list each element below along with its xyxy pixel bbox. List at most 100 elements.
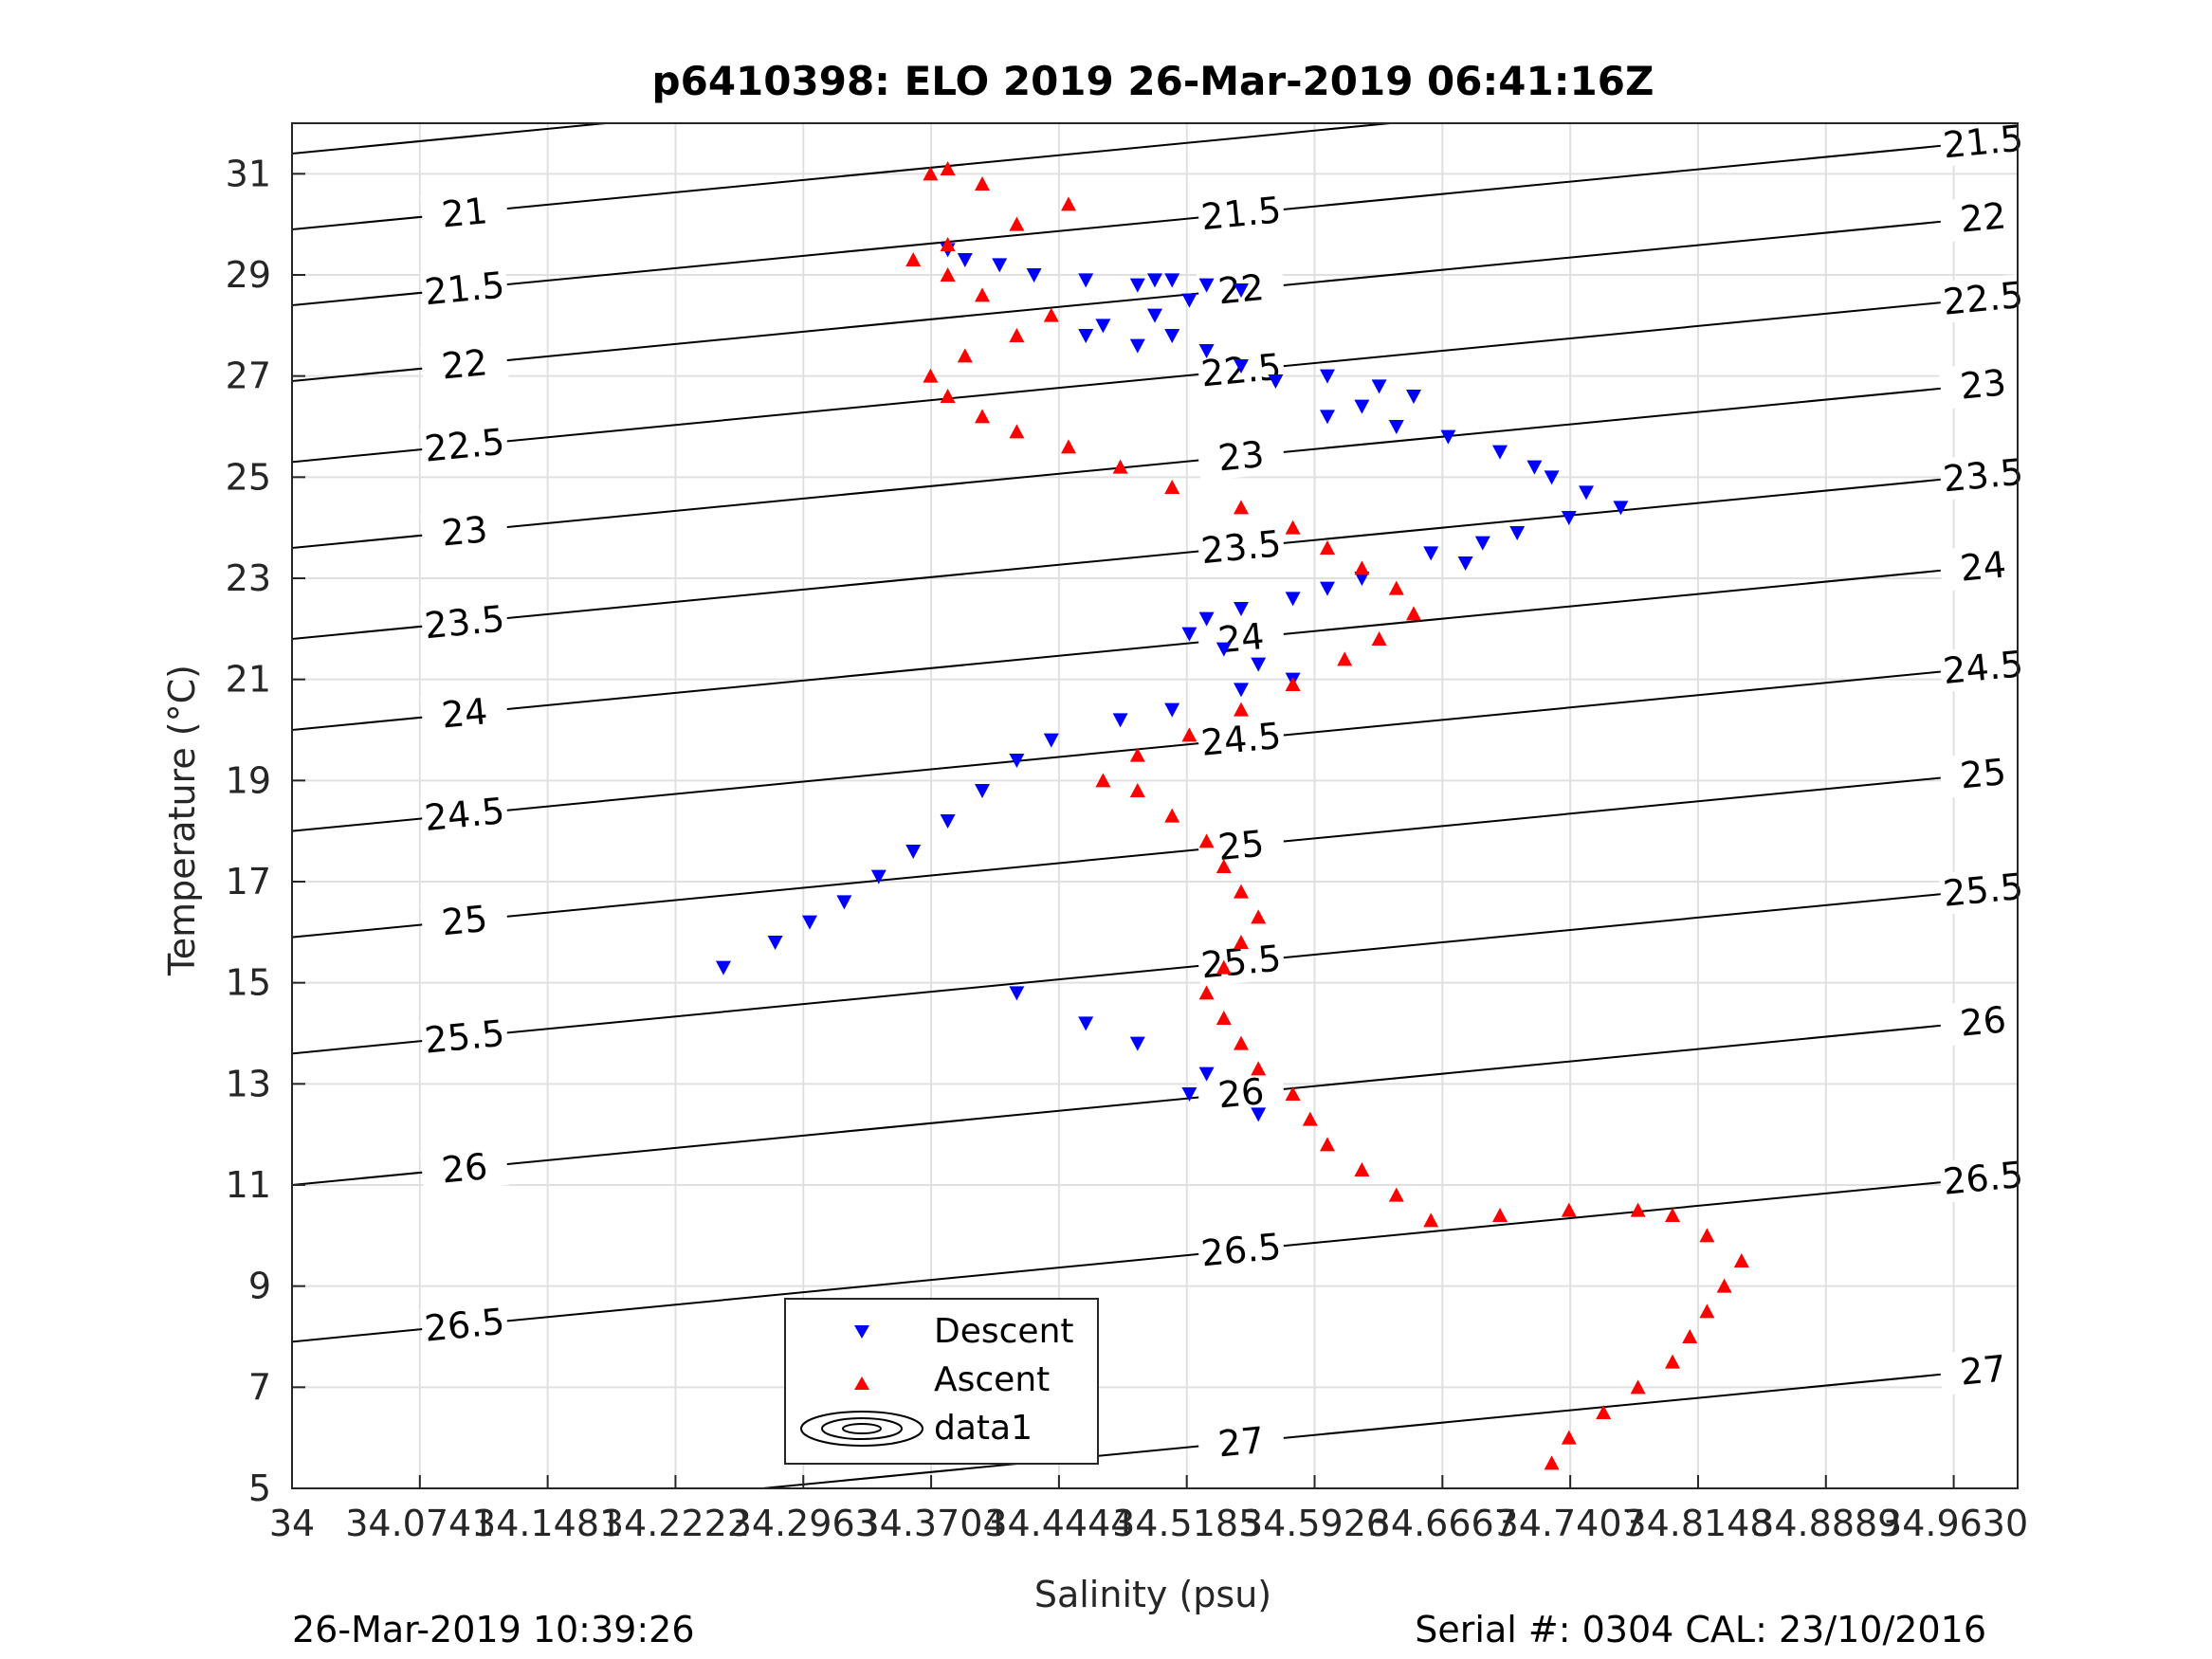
- x-tick-label: 34.0741: [345, 1503, 494, 1544]
- ascent-point: [1492, 1208, 1508, 1222]
- contour-label-bg: [1938, 1345, 2028, 1395]
- contour-label: 24.5: [1199, 715, 1283, 764]
- ascent-point: [1354, 1162, 1370, 1176]
- contour-line: [292, 380, 2018, 549]
- ascent-point: [1285, 677, 1301, 691]
- contour-label-bg: [1938, 642, 2028, 693]
- contour-label-bg: [420, 264, 509, 314]
- contour-label-bg: [420, 1143, 509, 1194]
- contour-label-bg: [1938, 748, 2028, 799]
- x-axis-label: Salinity (psu): [1034, 1574, 1271, 1615]
- descent-point: [1509, 526, 1526, 540]
- legend: Descent Ascent data1: [784, 1298, 1099, 1465]
- contour-label: 22.5: [1941, 274, 2024, 323]
- ascent-point: [1251, 1061, 1267, 1076]
- descent-point: [1268, 374, 1284, 389]
- descent-point: [1440, 429, 1456, 445]
- y-tick-label: 13: [226, 1063, 271, 1104]
- x-tick-label: 34.8148: [1623, 1503, 1772, 1544]
- y-tick-label: 27: [226, 356, 271, 397]
- ascent-point: [1285, 1086, 1301, 1101]
- contour-label-bg: [1197, 188, 1286, 239]
- x-tick-label: 34.2222: [601, 1503, 750, 1544]
- descent-point: [1095, 319, 1111, 334]
- y-tick-label: 21: [226, 659, 271, 701]
- descent-point: [1371, 379, 1387, 394]
- ascent-point: [975, 287, 990, 302]
- descent-point: [1078, 1016, 1094, 1031]
- ascent-point: [1388, 580, 1404, 595]
- contour-label: 21.5: [423, 264, 506, 313]
- ascent-point: [1630, 1379, 1646, 1395]
- descent-point: [905, 845, 922, 859]
- ascent-point: [1216, 1011, 1232, 1025]
- contour-label-bg: [1938, 865, 2028, 916]
- contour-label-bg: [420, 339, 509, 390]
- ascent-point: [1112, 459, 1128, 474]
- ascent-point: [1216, 959, 1232, 975]
- descent-point: [1129, 278, 1145, 293]
- descent-point: [1181, 293, 1197, 308]
- descent-point: [1354, 399, 1370, 414]
- descent-point: [1234, 683, 1249, 698]
- ascent-point: [1043, 307, 1059, 322]
- ascent-point: [1682, 1329, 1698, 1343]
- contour-label: 22: [440, 341, 489, 387]
- ascent-point: [1665, 1208, 1680, 1222]
- contour-label-bg: [1197, 430, 1286, 482]
- contour-label: 25: [1958, 751, 2007, 796]
- ascent-point: [1164, 808, 1180, 823]
- contour-label: 23: [440, 508, 489, 554]
- contour-label: 21.5: [1199, 189, 1283, 238]
- contour-label-bg: [420, 1012, 509, 1062]
- descent-point: [1388, 420, 1404, 434]
- descent-point: [1164, 702, 1180, 718]
- contour-label-bg: [420, 789, 509, 840]
- x-tick-label: 34.5185: [1112, 1503, 1261, 1544]
- descent-point: [1544, 470, 1560, 485]
- descent-point: [1613, 501, 1629, 516]
- x-tick-label: 34.7407: [1496, 1503, 1645, 1544]
- contour-label-bg: [420, 597, 509, 647]
- descent-point: [1129, 1036, 1145, 1051]
- descent-point: [802, 915, 817, 930]
- ascent-point: [1733, 1253, 1749, 1267]
- descent-point: [1009, 986, 1025, 1001]
- axes-box: [291, 122, 2019, 1489]
- ascent-point: [1544, 1455, 1560, 1470]
- descent-point: [1009, 754, 1025, 768]
- contour-label: 23.5: [423, 597, 506, 647]
- descent-point: [1043, 733, 1059, 748]
- ascent-point: [1251, 909, 1267, 924]
- contour-label-bg: [1938, 192, 2028, 243]
- contour-line: [292, 137, 2018, 306]
- legend-ascent-marker: [854, 1376, 869, 1390]
- descent-point: [1234, 359, 1249, 374]
- ascent-point: [1234, 935, 1249, 949]
- descent-point: [992, 258, 1008, 273]
- ascent-point: [905, 252, 922, 266]
- y-tick-label: 31: [226, 153, 271, 194]
- contour-line: [292, 1017, 2018, 1186]
- descent-point: [1147, 308, 1162, 323]
- contour-label-bg: [1938, 996, 2028, 1047]
- ascent-point: [1388, 1187, 1404, 1202]
- ascent-point: [1009, 424, 1025, 439]
- legend-descent-marker: [854, 1325, 869, 1339]
- ascent-point: [1095, 773, 1111, 788]
- descent-point: [870, 869, 887, 884]
- ascent-point: [975, 176, 990, 191]
- descent-point: [1198, 278, 1215, 293]
- ascent-point: [1596, 1405, 1612, 1419]
- y-tick-label: 25: [226, 456, 271, 498]
- y-tick-label: 11: [226, 1164, 271, 1206]
- contour-label: 25.5: [423, 1012, 506, 1062]
- ascent-point: [940, 237, 956, 251]
- contour-label-bg: [420, 688, 509, 738]
- ascent-point: [1234, 500, 1249, 515]
- descent-point: [1216, 642, 1232, 657]
- descent-point: [1354, 572, 1370, 586]
- descent-point: [1112, 713, 1128, 728]
- y-tick-label: 23: [226, 557, 271, 599]
- ascent-point: [940, 267, 956, 282]
